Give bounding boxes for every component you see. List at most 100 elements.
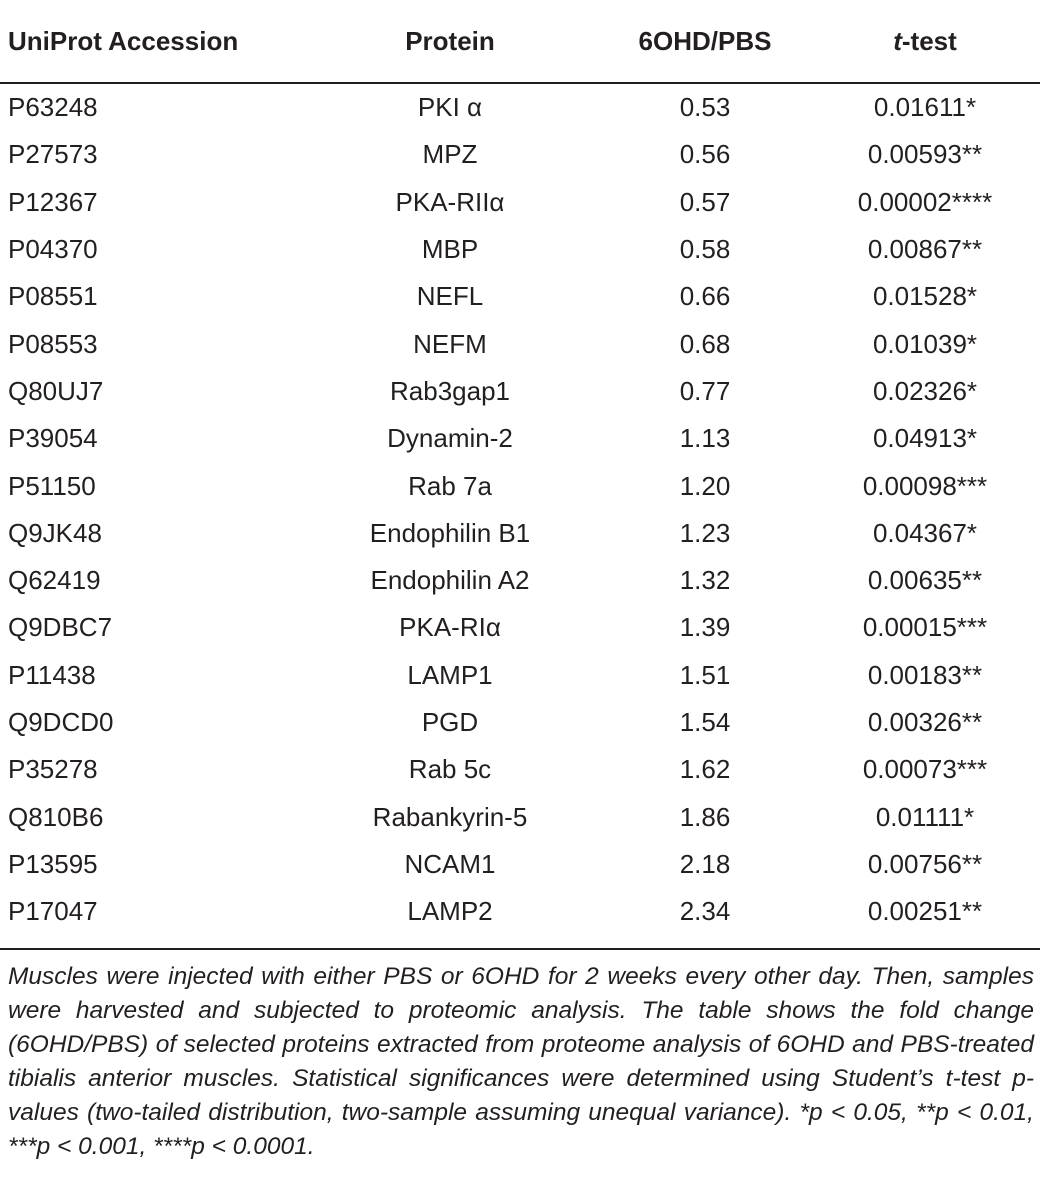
cell-protein: Endophilin A2 — [370, 565, 530, 596]
table-row: P11438 LAMP1 1.51 0.00183** — [0, 652, 1040, 699]
cell-ratio: 2.34 — [679, 896, 731, 927]
header-row: UniProt Accession Protein 6OHD/PBS t-tes… — [0, 0, 1040, 83]
table-row: P08553 NEFM 0.68 0.01039* — [0, 320, 1040, 367]
table-row: P35278 Rab 5c 1.62 0.00073*** — [0, 746, 1040, 793]
cell-ratio: 1.13 — [679, 423, 731, 454]
cell-pvalue: 0.00867** — [867, 234, 983, 265]
cell-pvalue: 0.01611* — [873, 92, 977, 123]
cell-pvalue: 0.00635** — [867, 565, 983, 596]
cell-protein: Endophilin B1 — [369, 517, 531, 548]
cell-accession: P08551 — [8, 281, 98, 312]
cell-protein: Rabankyrin-5 — [372, 801, 528, 832]
cell-protein: MBP — [421, 234, 479, 265]
table-row: P17047 LAMP2 2.34 0.00251** — [0, 888, 1040, 935]
cell-pvalue: 0.04367* — [872, 517, 978, 548]
cell-pvalue: 0.04913* — [872, 423, 978, 454]
cell-pvalue: 0.01039* — [872, 328, 978, 359]
cell-protein: LAMP1 — [407, 659, 493, 690]
cell-ratio: 0.56 — [679, 139, 731, 170]
cell-pvalue: 0.00098*** — [862, 470, 988, 501]
cell-pvalue: 0.00002**** — [857, 186, 993, 217]
cell-pvalue: 0.01111* — [875, 801, 975, 832]
cell-accession: P63248 — [8, 92, 98, 123]
cell-protein: PKI α — [417, 92, 483, 123]
cell-accession: P35278 — [8, 754, 98, 785]
cell-protein: Rab 5c — [408, 754, 492, 785]
cell-ratio: 1.51 — [679, 659, 731, 690]
table-row: Q9DBC7 PKA-RIα 1.39 0.00015*** — [0, 604, 1040, 651]
table-header: UniProt Accession Protein 6OHD/PBS t-tes… — [0, 0, 1040, 83]
cell-pvalue: 0.00015*** — [862, 612, 988, 643]
header-ttest: t-test — [810, 0, 1040, 83]
cell-ratio: 0.77 — [679, 375, 731, 406]
cell-pvalue: 0.02326* — [872, 375, 978, 406]
table-row: Q810B6 Rabankyrin-5 1.86 0.01111* — [0, 793, 1040, 840]
cell-accession: P04370 — [8, 234, 98, 265]
table-row: P08551 NEFL 0.66 0.01528* — [0, 273, 1040, 320]
cell-protein: LAMP2 — [407, 896, 493, 927]
cell-protein: Dynamin-2 — [387, 423, 513, 454]
cell-ratio: 1.54 — [679, 707, 731, 737]
cell-accession: P12367 — [8, 186, 98, 217]
cell-ratio: 0.57 — [679, 186, 731, 217]
cell-accession: Q9JK48 — [8, 517, 102, 548]
table-row: P63248 PKI α 0.53 0.01611* — [0, 83, 1040, 131]
cell-pvalue: 0.00251** — [867, 896, 983, 927]
cell-accession: P39054 — [8, 423, 98, 454]
table-row: P39054 Dynamin-2 1.13 0.04913* — [0, 415, 1040, 462]
bottom-rule — [0, 948, 1040, 950]
cell-accession: Q9DCD0 — [8, 707, 114, 737]
cell-protein: Rab3gap1 — [390, 375, 510, 406]
header-protein: Protein — [405, 25, 495, 56]
header-ttest-italic: t — [893, 25, 902, 56]
protein-table: UniProt Accession Protein 6OHD/PBS t-tes… — [0, 0, 1040, 935]
table-footnote: Muscles were injected with either PBS or… — [8, 963, 1034, 1160]
header-ratio: 6OHD/PBS — [638, 25, 772, 56]
table-row: P13595 NCAM1 2.18 0.00756** — [0, 841, 1040, 888]
cell-accession: P11438 — [8, 659, 96, 690]
cell-accession: P13595 — [8, 848, 98, 879]
cell-protein: PKA-RIα — [399, 612, 501, 643]
cell-accession: Q810B6 — [8, 801, 104, 832]
cell-protein: PKA-RIIα — [395, 186, 505, 217]
table-body: P63248 PKI α 0.53 0.01611* P27573 MPZ 0.56 0.00… — [0, 83, 1040, 935]
cell-ratio: 0.68 — [679, 328, 731, 359]
cell-ratio: 2.18 — [679, 848, 731, 879]
cell-accession: P08553 — [8, 328, 98, 359]
cell-protein: Rab 7a — [408, 470, 492, 501]
cell-ratio: 1.39 — [679, 612, 731, 643]
cell-accession: P51150 — [8, 470, 96, 501]
cell-pvalue: 0.00183** — [867, 659, 983, 690]
cell-pvalue: 0.00593** — [867, 139, 983, 170]
cell-protein: PGD — [421, 707, 479, 737]
table-row: P51150 Rab 7a 1.20 0.00098*** — [0, 462, 1040, 509]
cell-accession: Q62419 — [8, 565, 101, 596]
cell-ratio: 1.32 — [679, 565, 731, 596]
table-row: P27573 MPZ 0.56 0.00593** — [0, 131, 1040, 178]
cell-protein: NCAM1 — [404, 848, 496, 879]
table-row: Q62419 Endophilin A2 1.32 0.00635** — [0, 557, 1040, 604]
cell-accession: P17047 — [8, 896, 98, 927]
table-row: Q9JK48 Endophilin B1 1.23 0.04367* — [0, 510, 1040, 557]
table-row: P12367 PKA-RIIα 0.57 0.00002**** — [0, 179, 1040, 226]
table-row: P04370 MBP 0.58 0.00867** — [0, 226, 1040, 273]
cell-pvalue: 0.00073*** — [862, 754, 988, 785]
cell-accession: P27573 — [8, 139, 98, 170]
cell-accession: Q80UJ7 — [8, 375, 104, 406]
cell-ratio: 1.62 — [679, 754, 731, 785]
cell-ratio: 0.66 — [679, 281, 731, 312]
cell-protein: NEFL — [416, 281, 484, 312]
cell-ratio: 1.23 — [679, 517, 731, 548]
header-ttest-rest: -test — [901, 25, 957, 56]
table-row: Q80UJ7 Rab3gap1 0.77 0.02326* — [0, 368, 1040, 415]
cell-ratio: 0.58 — [679, 234, 731, 265]
cell-ratio: 1.86 — [679, 801, 731, 832]
cell-protein: NEFM — [413, 328, 487, 359]
cell-pvalue: 0.00326** — [867, 707, 983, 737]
cell-pvalue: 0.01528* — [872, 281, 978, 312]
header-accession: UniProt Accession — [8, 25, 239, 56]
cell-protein: MPZ — [422, 139, 478, 170]
cell-accession: Q9DBC7 — [8, 612, 113, 643]
cell-ratio: 1.20 — [679, 470, 731, 501]
